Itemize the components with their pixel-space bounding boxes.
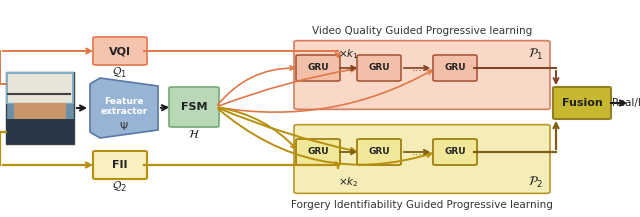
FancyBboxPatch shape bbox=[433, 55, 477, 81]
Text: $\mathcal{Q}_2$: $\mathcal{Q}_2$ bbox=[113, 180, 127, 194]
FancyBboxPatch shape bbox=[296, 139, 340, 165]
FancyBboxPatch shape bbox=[6, 72, 74, 104]
Text: GRU: GRU bbox=[444, 64, 466, 72]
Text: $\times k_2$: $\times k_2$ bbox=[338, 175, 358, 189]
Text: VQI: VQI bbox=[109, 46, 131, 56]
Text: GRU: GRU bbox=[368, 64, 390, 72]
Text: $\mathcal{P}_1$: $\mathcal{P}_1$ bbox=[529, 46, 543, 62]
Text: GRU: GRU bbox=[368, 148, 390, 156]
Text: extractor: extractor bbox=[100, 107, 148, 117]
Text: Forgery Identifiability Guided Progressive learning: Forgery Identifiability Guided Progressi… bbox=[291, 200, 553, 210]
FancyBboxPatch shape bbox=[433, 139, 477, 165]
Text: $\mathcal{Q}_1$: $\mathcal{Q}_1$ bbox=[113, 66, 127, 80]
Text: $\mathcal{P}_2$: $\mathcal{P}_2$ bbox=[529, 174, 543, 190]
FancyBboxPatch shape bbox=[294, 41, 550, 109]
Polygon shape bbox=[90, 78, 158, 138]
Text: FSM: FSM bbox=[180, 102, 207, 112]
Text: GRU: GRU bbox=[307, 64, 329, 72]
Text: $\mathcal{H}$: $\mathcal{H}$ bbox=[188, 128, 200, 141]
Text: Fusion: Fusion bbox=[562, 98, 602, 108]
FancyBboxPatch shape bbox=[14, 86, 66, 126]
FancyBboxPatch shape bbox=[6, 72, 74, 144]
FancyBboxPatch shape bbox=[93, 151, 147, 179]
FancyBboxPatch shape bbox=[357, 139, 401, 165]
FancyBboxPatch shape bbox=[296, 55, 340, 81]
Text: Video Quality Guided Progressive learning: Video Quality Guided Progressive learnin… bbox=[312, 26, 532, 36]
Text: GRU: GRU bbox=[444, 148, 466, 156]
Text: $\Psi$: $\Psi$ bbox=[119, 120, 129, 132]
FancyBboxPatch shape bbox=[357, 55, 401, 81]
Text: ...: ... bbox=[412, 147, 422, 157]
FancyBboxPatch shape bbox=[169, 87, 219, 127]
Text: Real/Fake: Real/Fake bbox=[612, 98, 640, 108]
Text: Feature: Feature bbox=[104, 97, 144, 107]
FancyBboxPatch shape bbox=[294, 125, 550, 193]
FancyBboxPatch shape bbox=[553, 87, 611, 119]
FancyBboxPatch shape bbox=[6, 119, 74, 144]
Text: GRU: GRU bbox=[307, 148, 329, 156]
Text: ...: ... bbox=[412, 63, 422, 73]
Text: FII: FII bbox=[112, 160, 128, 170]
FancyBboxPatch shape bbox=[8, 74, 72, 103]
Text: $\times k_1$: $\times k_1$ bbox=[338, 47, 358, 61]
FancyBboxPatch shape bbox=[93, 37, 147, 65]
